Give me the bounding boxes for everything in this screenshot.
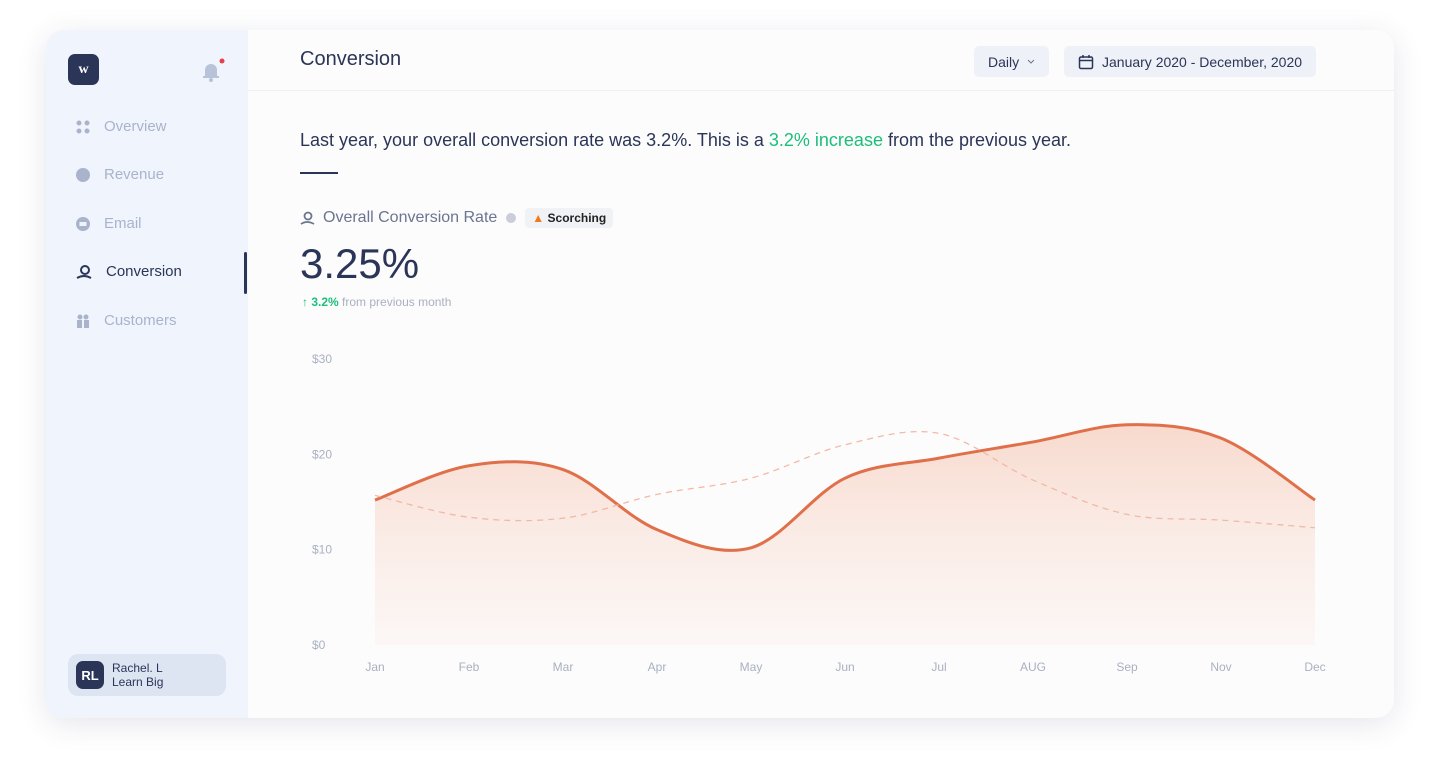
- nav-item[interactable]: Email: [76, 215, 142, 232]
- y-tick-label: $0: [312, 638, 326, 652]
- kpi-label-row: Overall Conversion Rate ▲ Scorching: [300, 208, 614, 228]
- user-chip[interactable]: RL Rachel. L Learn Big: [68, 654, 226, 696]
- x-tick-label: Dec: [1304, 660, 1325, 674]
- nav-label: Conversion: [106, 263, 182, 280]
- nav-item[interactable]: Revenue: [76, 166, 164, 183]
- avatar: RL: [76, 661, 104, 689]
- kpi-change-value: 3.2%: [311, 295, 339, 309]
- nav-item[interactable]: Customers: [76, 312, 177, 329]
- nav-label: Overview: [104, 118, 167, 135]
- x-tick-label: Mar: [553, 660, 574, 674]
- x-tick-label: AUG: [1020, 660, 1046, 674]
- kpi-change-note: from previous month: [342, 295, 452, 309]
- kpi-badge: ▲ Scorching: [525, 208, 614, 228]
- nav-label: Customers: [104, 312, 177, 329]
- x-tick-label: Apr: [648, 660, 667, 674]
- x-tick-label: Jun: [835, 660, 854, 674]
- area-fill: [375, 424, 1315, 645]
- summary: Last year, your overall conversion rate …: [300, 130, 1071, 151]
- badge-label: Scorching: [547, 211, 607, 225]
- summary-text: from the previous year.: [882, 130, 1072, 150]
- notification-bell[interactable]: [201, 58, 225, 84]
- y-tick-label: $20: [312, 447, 332, 461]
- nav-label: Revenue: [104, 166, 165, 183]
- kpi-value: 3.25%: [300, 240, 420, 287]
- page-title: Conversion: [300, 48, 402, 70]
- sidebar: w Overview Revenue Email Conversion Cust…: [46, 30, 248, 718]
- header: Conversion Daily January 2020 - December…: [248, 30, 1394, 91]
- divider: [300, 172, 338, 174]
- line: [374, 430, 1316, 529]
- user-info: Rachel. L Learn Big: [112, 661, 163, 689]
- user-name: Rachel. L: [112, 661, 163, 675]
- x-tick-label: Jan: [365, 660, 384, 674]
- summary-highlight: 3.2% increase: [768, 130, 883, 150]
- user-org: Learn Big: [112, 675, 164, 689]
- line: [374, 423, 1316, 552]
- period-label: Daily: [988, 53, 1020, 70]
- x-tick-label: Feb: [459, 660, 480, 674]
- kpi-label: Overall Conversion Rate: [323, 209, 498, 226]
- y-tick-label: $10: [312, 543, 332, 557]
- kpi-change: ↑ 3.2% from previous month: [302, 295, 452, 309]
- x-tick-label: Jul: [931, 660, 946, 674]
- x-tick-label: Sep: [1116, 660, 1138, 674]
- logo[interactable]: w: [68, 54, 99, 85]
- nav-item[interactable]: Overview: [76, 118, 167, 135]
- x-tick-label: May: [740, 660, 763, 674]
- active-indicator: [244, 252, 247, 294]
- period-select[interactable]: Daily: [974, 46, 1050, 77]
- date-range[interactable]: January 2020 - December, 2020: [1064, 46, 1317, 77]
- y-tick-label: $30: [312, 352, 332, 366]
- summary-text: Last year, your overall conversion rate …: [300, 130, 769, 150]
- x-tick-label: Nov: [1210, 660, 1231, 674]
- nav-label: Email: [104, 215, 142, 232]
- date-range-label: January 2020 - December, 2020: [1102, 53, 1303, 70]
- nav-item[interactable]: Conversion: [76, 263, 182, 280]
